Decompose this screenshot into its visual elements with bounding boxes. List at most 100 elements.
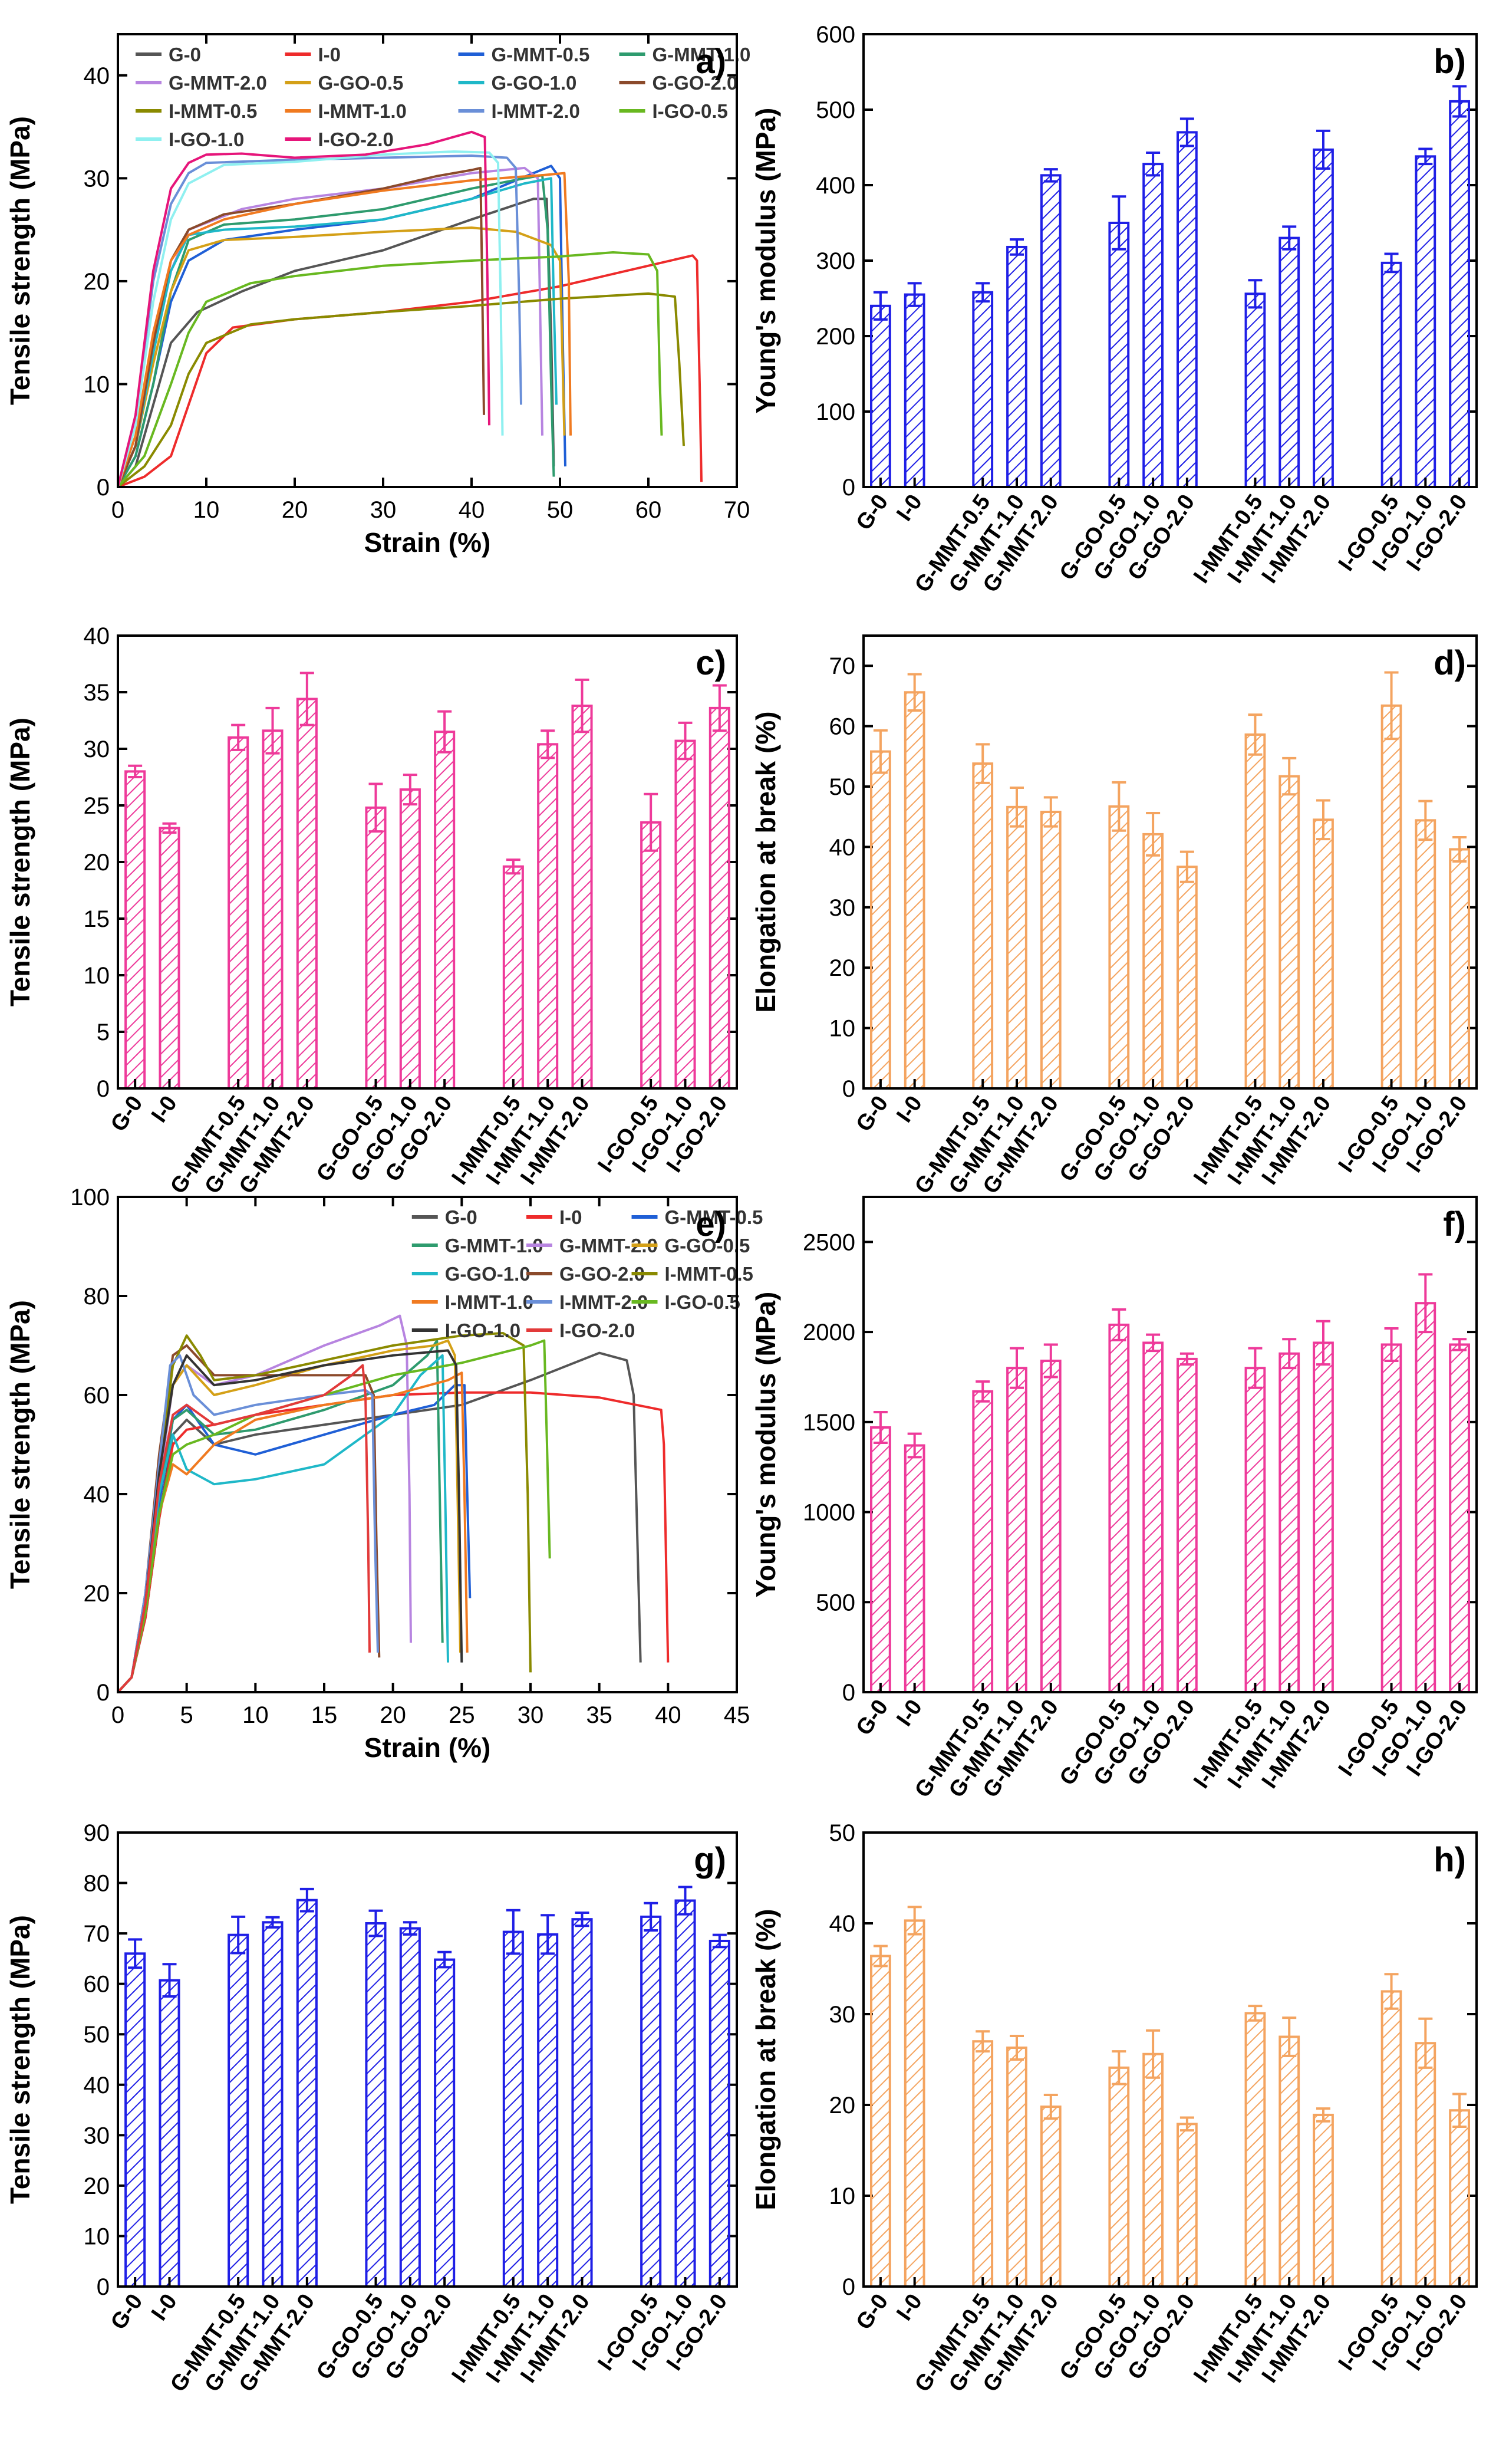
chart-panel-a: 0 10 20 30 40 Tensile strength (MPa) 0 10 20 30 40… <box>5 33 750 558</box>
y-axis-label: Young's modulus (MPa) <box>750 1292 781 1598</box>
y-tick-label: 400 <box>816 173 855 199</box>
y-tick-label: 60 <box>84 1972 110 1998</box>
bar <box>1006 805 1027 1090</box>
bar <box>124 770 146 1090</box>
legend-entry: I-MMT-2.0 <box>492 100 580 122</box>
y-tick-label: 100 <box>816 399 855 425</box>
bar <box>1380 1990 1402 2288</box>
series-line <box>117 172 572 488</box>
y-tick-label: 10 <box>84 2223 110 2249</box>
x-tick-label: I-0 <box>892 490 927 525</box>
x-tick-label: G-0 <box>852 1695 894 1740</box>
bar <box>870 1955 891 2288</box>
x-tick-label: 30 <box>370 497 397 523</box>
x-tick-label: 0 <box>111 1702 124 1728</box>
legend-entry: I-GO-0.5 <box>653 100 728 122</box>
y-tick-label: 0 <box>842 1680 855 1706</box>
series-line <box>117 198 555 488</box>
plot-frame <box>117 1831 738 2288</box>
panel-label: d) <box>1434 644 1466 682</box>
x-tick-label: I-0 <box>147 1091 182 1127</box>
bar <box>1177 2123 1198 2288</box>
bar <box>904 1919 925 2288</box>
x-tick-label: I-0 <box>892 2289 927 2325</box>
bar <box>1040 1359 1062 1693</box>
bar <box>296 698 318 1090</box>
legend-entry: I-GO-1.0 <box>169 129 244 150</box>
x-tick-label: 20 <box>380 1702 406 1728</box>
y-tick-label: 600 <box>816 22 855 48</box>
panel-label: f) <box>1443 1205 1466 1243</box>
x-tick-label: 20 <box>282 497 308 523</box>
y-tick-label: 20 <box>829 955 856 981</box>
y-tick-label: 30 <box>84 736 110 762</box>
bar <box>870 304 891 488</box>
bar <box>1006 2046 1027 2288</box>
bar <box>228 736 249 1090</box>
y-axis-label: Young's modulus (MPa) <box>750 108 781 414</box>
bar <box>1278 2035 1300 2288</box>
x-tick-label: I-0 <box>892 1091 927 1127</box>
y-tick-label: 70 <box>84 1921 110 1947</box>
x-tick-label: 0 <box>111 497 124 523</box>
bar <box>1278 236 1300 488</box>
bar <box>1108 222 1130 488</box>
bar <box>904 691 925 1090</box>
bar <box>228 1933 249 2288</box>
series-line <box>117 130 490 488</box>
x-tick-label: 40 <box>459 497 485 523</box>
x-tick-label: I-0 <box>892 1695 927 1731</box>
bar <box>1449 100 1470 489</box>
bar <box>1380 1343 1402 1693</box>
x-tick-label: 50 <box>547 497 574 523</box>
y-tick-label: 25 <box>84 793 110 819</box>
chart-panel-e: 0 20 40 60 80 100 Tensile strength (MPa) 0 5 10 15… <box>5 1185 763 1763</box>
bar <box>399 788 421 1090</box>
bar <box>1313 2113 1334 2288</box>
bar <box>1006 245 1027 488</box>
bar <box>262 1921 284 2288</box>
plot-frame <box>862 1831 1478 2288</box>
legend-entry: I-GO-0.5 <box>665 1291 740 1313</box>
y-tick-label: 30 <box>84 166 110 192</box>
y-tick-label: 0 <box>97 475 110 501</box>
y-tick-label: 0 <box>842 475 855 501</box>
y-tick-label: 0 <box>842 1076 855 1102</box>
x-tick-label: G-0 <box>852 490 894 535</box>
plot-frame <box>117 1196 738 1693</box>
y-tick-label: 30 <box>829 895 856 921</box>
chart-panel-f: 0 500 1000 1500 2000 2500 Young's modulus (MPa… <box>750 1196 1478 1802</box>
y-tick-label: 0 <box>97 1076 110 1102</box>
y-axis-label: Tensile strength (MPa) <box>5 1300 35 1589</box>
bar <box>159 827 180 1090</box>
chart-panel-b: 0 100 200 300 400 500 600 Young's modulus (MPa)… <box>750 22 1478 597</box>
x-tick-label: I-0 <box>147 2289 182 2325</box>
bar <box>972 1390 994 1693</box>
y-tick-label: 20 <box>84 850 110 876</box>
plot-frame <box>117 33 738 488</box>
chart-panel-d: 0 10 20 30 40 50 60 70 Elongation at break (%) G-… <box>750 634 1478 1199</box>
bar <box>1108 805 1130 1090</box>
series-line <box>117 254 703 488</box>
x-tick-label: 35 <box>586 1702 612 1728</box>
y-axis-label: Tensile strength (MPa) <box>5 1915 35 2204</box>
bar <box>1449 1343 1470 1693</box>
legend-entry: I-MMT-1.0 <box>318 100 407 122</box>
bar <box>674 739 696 1090</box>
chart-panel-c: 0 5 10 15 20 25 30 35 40 Tensile strength (MPa) G-… <box>5 623 738 1199</box>
y-tick-label: 40 <box>84 63 110 89</box>
y-tick-label: 300 <box>816 248 855 274</box>
y-tick-label: 1500 <box>803 1410 855 1436</box>
bar <box>571 705 593 1090</box>
x-tick-label: 15 <box>311 1702 338 1728</box>
y-tick-label: 60 <box>84 1383 110 1409</box>
bar <box>159 1979 180 2288</box>
bar <box>502 865 524 1090</box>
legend-entry: G-GO-0.5 <box>318 72 404 94</box>
y-tick-label: 90 <box>84 1820 110 1846</box>
bar <box>1415 155 1436 488</box>
y-tick-label: 0 <box>97 2274 110 2300</box>
series-line <box>117 1371 469 1693</box>
y-tick-label: 40 <box>829 1911 856 1937</box>
